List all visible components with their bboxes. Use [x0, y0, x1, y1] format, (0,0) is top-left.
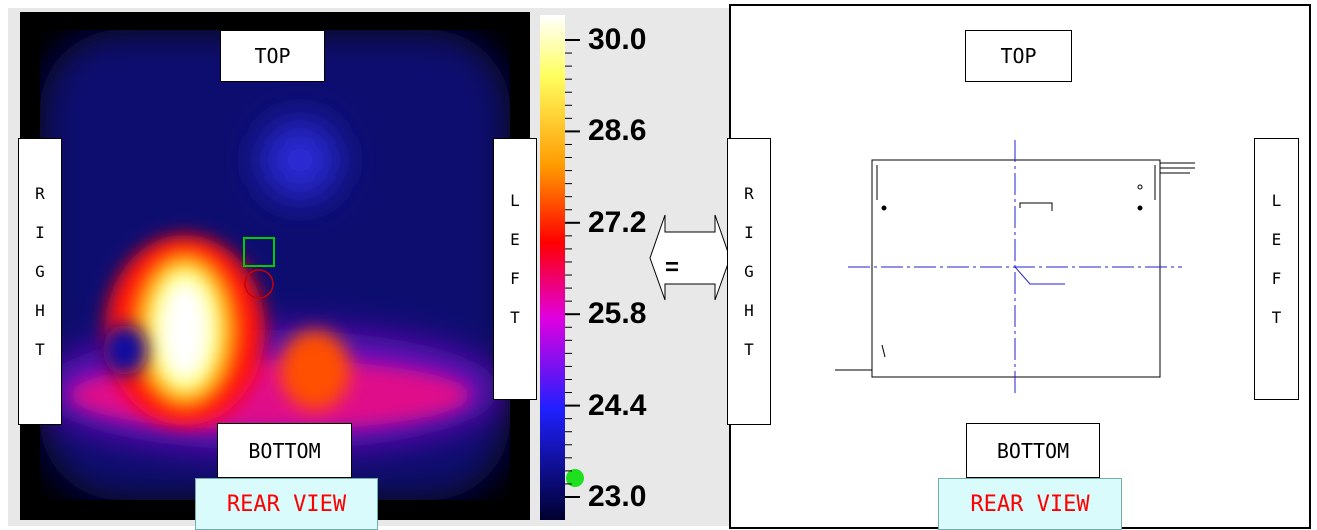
top-label: TOP — [965, 30, 1072, 82]
colorbar-tick-label: 28.6 — [588, 114, 647, 148]
bottom-label: BOTTOM — [217, 423, 352, 478]
colorbar-tick-label: 24.4 — [588, 388, 647, 422]
colorbar-tick-label: 23.0 — [588, 480, 647, 513]
colorbar-tick-label: 25.8 — [588, 297, 647, 331]
arrow-label: = — [664, 254, 680, 281]
colorbar-tick-label: 30.0 — [588, 23, 647, 56]
left-label: LEFT — [493, 138, 537, 400]
right-label: RIGHT — [18, 138, 62, 425]
right-label: RIGHT — [727, 138, 771, 425]
top-label: TOP — [220, 30, 325, 82]
left-label: LEFT — [1254, 138, 1299, 400]
leader — [1014, 266, 1065, 285]
colorbar-tick-label: 27.2 — [588, 205, 647, 239]
colorbar-ticks — [565, 39, 580, 498]
colorbar — [540, 15, 565, 520]
bottom-label: BOTTOM — [966, 423, 1100, 478]
indicator — [566, 469, 584, 487]
marker-square — [243, 237, 275, 267]
view-label: REAR VIEW — [195, 478, 378, 530]
view-label: REAR VIEW — [938, 478, 1122, 530]
marker-circle — [244, 269, 274, 299]
board-drawing — [835, 159, 1195, 378]
